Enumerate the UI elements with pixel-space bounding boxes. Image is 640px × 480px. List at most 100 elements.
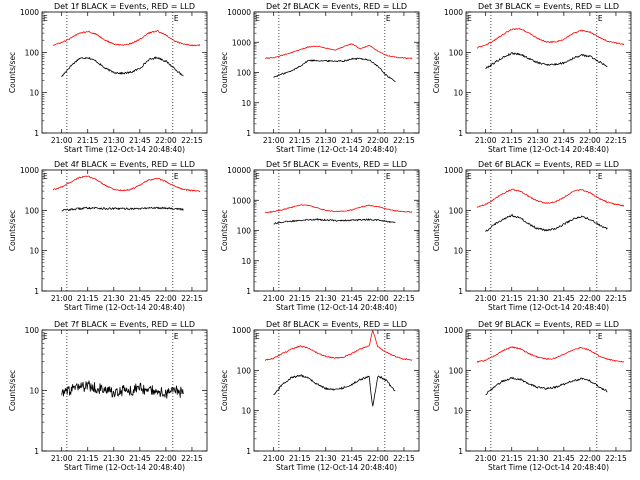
y-tick-label: 10 [453,407,463,416]
e-marker: E [255,14,260,23]
y-tick-label: 1000 [444,326,463,335]
plot-frame [41,11,208,134]
y-tick-label: 10 [29,247,39,256]
y-tick-label: 100 [449,366,464,375]
y-tick-label: 1 [458,447,463,456]
x-tick-label: 21:45 [341,454,363,463]
detector-panel-9: Det 9f BLACK = Events, RED = LLD E E 21:00 2… [432,320,632,472]
y-tick-label: 1000 [444,166,463,175]
x-tick-label: 21:00 [51,454,73,463]
panel-title: Det 5f BLACK = Events, RED = LLD [266,160,407,169]
e-marker: E [43,332,48,341]
series-events [485,214,608,232]
x-tick-label: 22:15 [181,136,203,145]
y-tick-label: 1000 [232,326,251,335]
plot-frame [41,169,208,292]
series-lld [264,330,413,361]
detector-panel-2: Det 2f BLACK = Events, RED = LLD E E 21:00 2… [220,2,420,154]
x-tick-label: 21:30 [103,136,125,145]
x-tick-label: 21:45 [341,294,363,303]
x-tick-label: 21:15 [501,454,523,463]
x-tick-label: 21:15 [77,136,99,145]
panel-title: Det 3f BLACK = Events, RED = LLD [478,2,619,11]
x-tick-label: 21:45 [129,454,151,463]
x-tick-label: 21:30 [315,454,337,463]
x-tick-label: 21:45 [553,294,575,303]
y-axis-label: Counts/sec [432,52,441,93]
e-marker: E [43,172,48,181]
x-tick-label: 21:15 [501,294,523,303]
x-tick-label: 22:15 [181,294,203,303]
x-tick-label: 21:45 [553,136,575,145]
x-tick-label: 21:30 [315,294,337,303]
y-tick-label: 100 [25,48,40,57]
e-marker: E [467,332,472,341]
y-axis-label: Counts/sec [8,210,17,251]
e-marker: E [598,14,603,23]
x-tick-label: 22:15 [393,294,415,303]
e-marker: E [255,172,260,181]
y-tick-label: 10 [453,89,463,98]
x-axis-label: Start Time (12-Oct-14 20:48:40) [276,463,397,472]
y-tick-label: 1000 [232,196,251,205]
panel-title: Det 1f BLACK = Events, RED = LLD [54,2,195,11]
e-marker: E [386,172,391,181]
e-marker: E [174,332,179,341]
series-lld [264,43,413,60]
y-tick-label: 1 [34,447,39,456]
y-axis-label: Counts/sec [220,52,229,93]
x-tick-label: 21:15 [501,136,523,145]
detector-panel-1: Det 1f BLACK = Events, RED = LLD E E 21:00 2… [8,2,208,154]
x-tick-label: 21:30 [527,136,549,145]
e-marker: E [174,14,179,23]
x-axis-label: Start Time (12-Oct-14 20:48:40) [64,145,185,154]
detector-panel-4: Det 4f BLACK = Events, RED = LLD E E 21:00 2… [8,160,208,312]
series-events [485,52,608,70]
y-tick-label: 1 [458,129,463,138]
x-tick-label: 21:00 [51,294,73,303]
x-axis-label: Start Time (12-Oct-14 20:48:40) [488,303,609,312]
y-axis-label: Counts/sec [8,52,17,93]
x-tick-label: 21:15 [77,454,99,463]
e-marker: E [386,14,391,23]
y-tick-label: 1 [34,287,39,296]
y-tick-label: 10 [241,257,251,266]
e-marker: E [467,14,472,23]
y-tick-label: 1000 [444,8,463,17]
y-axis-label: Counts/sec [8,370,17,411]
plot-frame [465,169,632,292]
x-axis-label: Start Time (12-Oct-14 20:48:40) [488,463,609,472]
x-tick-label: 21:00 [51,136,73,145]
e-marker: E [467,172,472,181]
x-tick-label: 22:00 [367,294,389,303]
x-tick-label: 21:30 [527,294,549,303]
series-events [273,374,396,407]
x-tick-label: 21:15 [289,454,311,463]
x-tick-label: 21:30 [103,294,125,303]
x-tick-label: 22:00 [155,454,177,463]
y-tick-label: 1 [246,447,251,456]
x-tick-label: 21:15 [289,136,311,145]
series-events [61,206,184,212]
panel-title: Det 8f BLACK = Events, RED = LLD [266,320,407,329]
x-tick-label: 21:00 [263,454,285,463]
x-tick-label: 21:15 [289,294,311,303]
y-tick-label: 100 [449,48,464,57]
x-tick-label: 22:00 [579,136,601,145]
series-events [61,56,184,78]
series-lld [476,28,625,49]
x-axis-label: Start Time (12-Oct-14 20:48:40) [276,145,397,154]
y-tick-label: 100 [449,206,464,215]
x-axis-label: Start Time (12-Oct-14 20:48:40) [488,145,609,154]
y-tick-label: 1 [458,287,463,296]
series-lld [264,204,413,213]
y-tick-label: 10 [241,99,251,108]
x-tick-label: 22:00 [579,454,601,463]
detector-panel-3: Det 3f BLACK = Events, RED = LLD E E 21:00 2… [432,2,632,154]
x-tick-label: 22:00 [367,136,389,145]
series-lld [476,188,625,208]
panel-title: Det 9f BLACK = Events, RED = LLD [478,320,619,329]
y-tick-label: 1 [246,287,251,296]
y-tick-label: 10 [29,89,39,98]
x-tick-label: 21:15 [77,294,99,303]
